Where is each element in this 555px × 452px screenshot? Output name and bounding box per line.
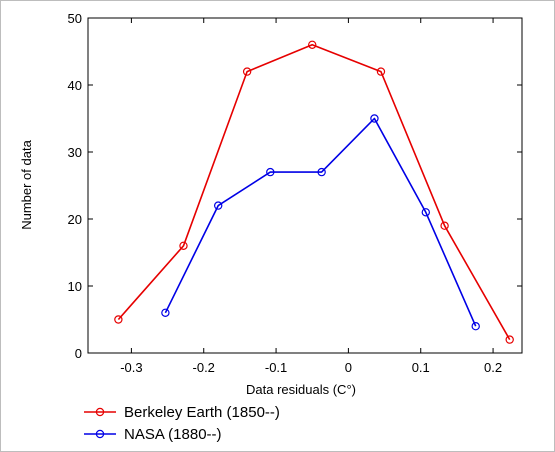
data-point-series-1 xyxy=(242,67,252,76)
x-tick-label: -0.3 xyxy=(120,360,142,375)
x-axis-label: Data residuals (C°) xyxy=(246,382,356,397)
x-tick-label: -0.1 xyxy=(265,360,287,375)
legend-label-2: NASA (1880--) xyxy=(124,426,222,443)
legend-marker-2 xyxy=(95,429,105,439)
data-point-series-2 xyxy=(421,208,430,217)
data-point-series-2 xyxy=(317,167,326,177)
y-tick-label: 20 xyxy=(68,212,82,227)
data-point-series-1 xyxy=(376,67,386,76)
legend: Berkeley Earth (1850--) NASA (1880--) xyxy=(84,404,280,443)
plot-area: 0 10 20 30 40 50 -0.3 -0.2 -0.1 0 0.1 0.2 xyxy=(68,11,523,375)
data-point-series-2 xyxy=(471,322,480,331)
data-point-series-2 xyxy=(161,308,170,317)
y-axis-label: Number of data xyxy=(19,139,34,229)
series-line-2 xyxy=(164,117,477,327)
legend-marker-1 xyxy=(95,407,105,417)
data-point-series-1 xyxy=(114,315,123,324)
y-tick-label: 40 xyxy=(68,78,82,93)
data-point-series-1 xyxy=(505,335,514,344)
data-point-series-1 xyxy=(308,40,317,50)
y-tick-label: 10 xyxy=(68,279,82,294)
data-point-series-2 xyxy=(266,167,275,177)
x-tick-label: -0.2 xyxy=(193,360,215,375)
data-point-series-2 xyxy=(370,114,379,123)
x-tick-label: 0.2 xyxy=(484,360,502,375)
legend-label-1: Berkeley Earth (1850--) xyxy=(124,404,280,421)
y-tick-label: 50 xyxy=(68,11,82,26)
y-tick-label: 0 xyxy=(75,346,82,361)
data-point-series-2 xyxy=(213,201,223,210)
x-tick-label: 0.1 xyxy=(412,360,430,375)
axes-box xyxy=(87,17,523,354)
x-tick-label: 0 xyxy=(345,360,352,375)
data-point-series-1 xyxy=(440,221,449,230)
series-line-1 xyxy=(117,43,511,340)
data-point-series-1 xyxy=(179,241,188,250)
y-tick-label: 30 xyxy=(68,145,82,160)
